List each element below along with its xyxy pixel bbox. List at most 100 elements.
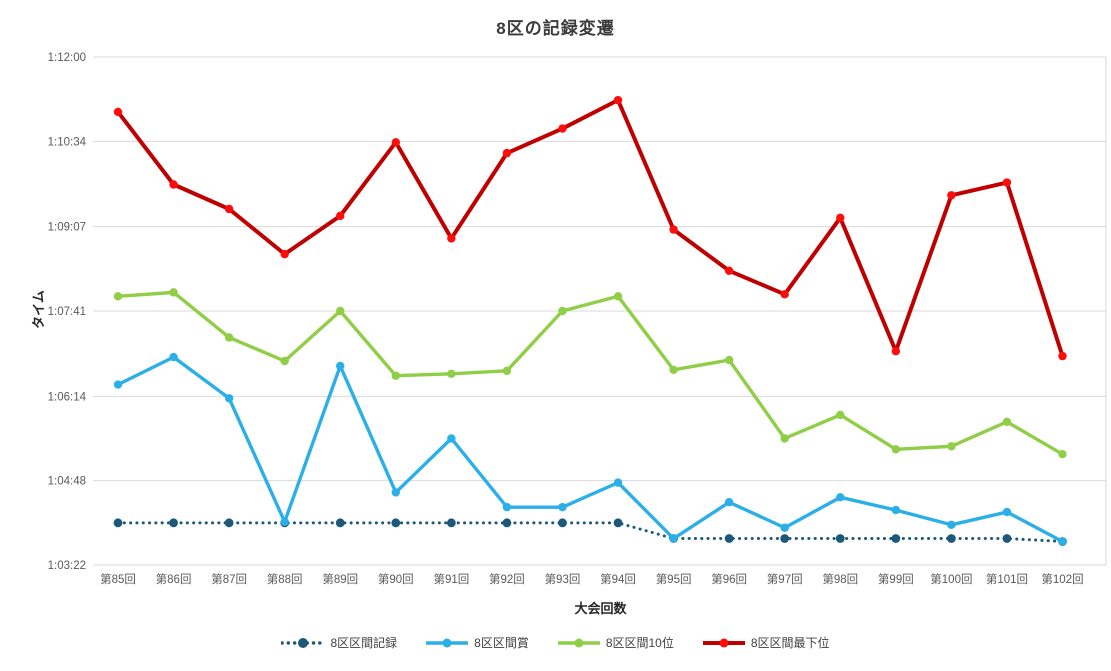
series-record-marker [613,518,623,528]
x-tick-label: 第94回 [600,572,636,586]
series-winner-marker [502,502,512,512]
series-last-marker [169,180,178,189]
legend-label-last: 8区区間最下位 [750,636,830,650]
series-last-marker [1002,178,1012,187]
series-last-marker [891,347,901,356]
series-top10-marker [891,445,901,454]
x-tick-label: 第90回 [378,572,414,586]
legend-swatch-top10 [557,638,600,647]
series-top10-marker [169,288,178,297]
x-tick-label: 第87回 [211,572,247,586]
x-tick-label: 第91回 [433,572,469,586]
series-record-marker [1002,534,1012,543]
legend-label-winner: 8区区間賞 [474,636,529,650]
legend-item-top10: 8区区間10位 [557,634,674,651]
series-winner-marker [447,434,456,443]
series-record-marker [335,518,345,528]
series-winner-marker [169,352,178,362]
x-tick-label: 第101回 [986,572,1028,586]
series-last-marker [780,290,789,299]
series-top10-line [117,290,1064,456]
series-winner-marker [836,493,845,502]
series-record-marker [946,534,956,543]
x-tick-label: 第97回 [767,572,803,586]
series-top10-marker [391,371,400,380]
legend-label-record: 8区区間記録 [330,636,398,650]
series-winner-marker [669,534,678,543]
series-last-marker [613,95,623,105]
series-last-marker [669,225,678,234]
series-last-marker [1058,351,1067,361]
x-tick-label: 第93回 [545,572,581,586]
series-top10-marker [447,369,456,378]
legend-item-last: 8区区間最下位 [702,634,830,651]
series-last-marker [836,213,845,223]
series-winner-marker [891,505,901,515]
series-winner-marker [224,394,234,403]
series-winner-marker [558,502,567,512]
series-last-marker [224,204,234,214]
series-top10-marker [724,355,734,365]
x-tick-label: 第102回 [1041,572,1083,586]
legend-item-record: 8区区間記録 [281,634,397,651]
series-record-marker [891,534,901,543]
series-top10-marker [113,292,123,301]
series-winner-marker [280,517,289,527]
series-last-marker [558,124,567,133]
series-last-marker [113,107,123,117]
x-tick-label: 第88回 [267,572,303,586]
series-winner-line [117,355,1064,543]
x-tick-label: 第95回 [656,572,692,586]
series-winner-marker [1058,537,1067,546]
x-tick-label: 第96回 [711,572,747,586]
series-winner-marker [724,498,734,507]
x-axis-title: 大会回数 [574,601,627,616]
series-record-line [116,521,1064,543]
x-tick-label: 第89回 [322,572,358,586]
series-top10-marker [336,306,345,316]
series-top10-marker [836,410,845,420]
x-tick-label: 第98回 [822,572,858,586]
y-tick-label: 1:06:14 [48,391,87,403]
y-tick-label: 1:09:07 [48,222,86,234]
y-tick-label: 1:03:22 [48,560,86,572]
series-winner-marker [336,361,345,371]
series-record-marker [113,518,123,528]
series-record-marker [391,518,401,528]
x-tick-label: 第92回 [489,572,525,586]
y-tick-label: 1:12:00 [48,52,86,64]
y-tick-label: 1:04:48 [48,476,86,488]
series-winner-marker [947,520,956,529]
y-tick-label: 1:10:34 [48,136,87,148]
series-winner-marker [1002,507,1012,517]
series-top10-marker [613,292,623,301]
series-last-marker [502,148,512,158]
chart-title: 8区の記録変遷 [496,19,615,38]
series-top10-marker [558,306,567,316]
series-record-marker [780,534,790,543]
x-tick-label: 第99回 [878,572,914,586]
series-last-marker [280,249,289,259]
series-last-marker [447,234,456,243]
series-top10-marker [947,442,956,451]
series-record-marker [169,518,178,528]
series-top10-marker [224,333,234,342]
series-last-line [116,98,1065,357]
series-top10-marker [669,365,678,375]
series-winner-marker [391,488,400,497]
series-last-marker [336,211,345,221]
series-record-marker [558,518,567,528]
series-record-marker [224,518,234,528]
series-winner-marker [613,478,623,487]
x-tick-label: 第86回 [156,572,192,586]
series-last-marker [947,191,956,200]
series-top10-marker [780,434,789,443]
series-top10-marker [280,356,289,366]
legend-swatch-last [702,638,745,647]
series-top10-marker [1058,449,1067,459]
x-tick-label: 第85回 [100,572,136,586]
series-top10-marker [502,366,512,376]
legend-label-top10: 8区区間10位 [605,636,674,650]
